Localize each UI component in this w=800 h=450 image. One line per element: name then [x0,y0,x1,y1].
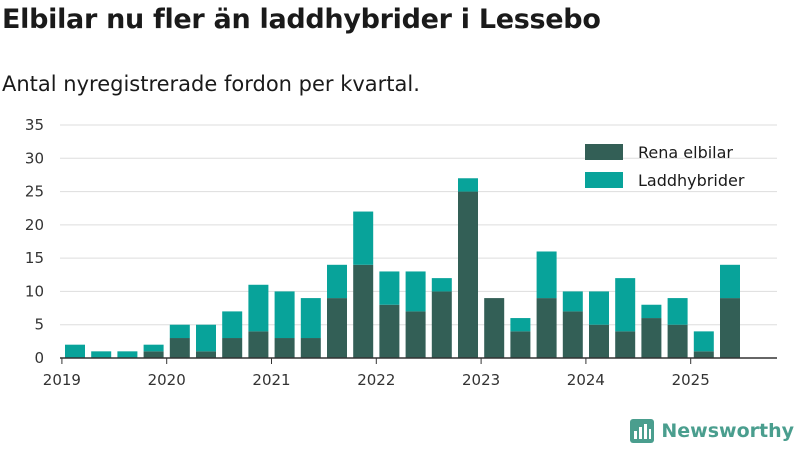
y-axis-labels: 0 5 10 15 20 25 30 35 [25,116,44,367]
x-tick-label: 2023 [462,371,500,389]
x-tick-label: 2022 [357,371,395,389]
bar-rena-elbilar [248,331,269,358]
y-tick-label: 10 [25,282,44,300]
bar-rena-elbilar [353,264,374,358]
x-tick-label: 2025 [672,371,710,389]
bar-rena-elbilar [458,191,478,358]
chart-title: Elbilar nu fler än laddhybrider i Lesseb… [2,4,601,35]
y-tick-label: 15 [25,249,44,267]
y-tick-label: 30 [25,149,44,167]
bar-rena-elbilar [589,324,609,358]
bar-laddhybrider [300,298,321,339]
y-tick-label: 35 [25,116,44,134]
chart-subtitle: Antal nyregistrerade fordon per kvartal. [2,72,420,96]
bar-laddhybrider [720,264,740,299]
bar-laddhybrider [562,291,583,312]
bar-rena-elbilar [405,311,426,358]
bar-rena-elbilar [379,304,400,358]
bar-laddhybrider [169,324,190,339]
bar-rena-elbilar [693,351,714,358]
bar-rena-elbilar [169,338,190,358]
bar-rena-elbilar [641,318,662,358]
bar-laddhybrider [458,178,478,192]
bar-laddhybrider [65,344,85,358]
newsworthy-logo-icon [630,419,655,443]
bar-laddhybrider [143,344,164,352]
bar-rena-elbilar [484,298,505,358]
bar-laddhybrider [379,271,400,305]
newsworthy-logo-text: Newsworthy [661,420,794,442]
x-tick-label: 2019 [43,371,81,389]
bar-laddhybrider [536,251,557,299]
bar-rena-elbilar [222,338,243,358]
y-tick-label: 5 [34,316,44,334]
bar-laddhybrider [274,291,295,339]
bar-rena-elbilar [667,324,688,358]
bar-rena-elbilar [431,291,452,358]
bar-laddhybrider [222,311,243,339]
x-axis: 2019 2020 2021 2022 2023 2024 2025 [43,357,777,389]
bar-rena-elbilar [196,351,216,358]
newsworthy-logo: Newsworthy [629,418,794,444]
bar-laddhybrider [589,291,609,325]
bar-laddhybrider [91,351,112,358]
bar-laddhybrider [510,318,531,332]
bar-laddhybrider [196,324,216,352]
x-tick-label: 2021 [252,371,290,389]
bar-laddhybrider [117,351,138,358]
bar-laddhybrider [615,278,636,332]
bar-rena-elbilar [300,338,321,358]
bar-rena-elbilar [536,298,557,358]
bar-rena-elbilar [562,311,583,358]
bar-laddhybrider [641,304,662,319]
y-tick-label: 25 [25,183,44,201]
x-tick-label: 2020 [148,371,186,389]
bar-rena-elbilar [274,338,295,358]
legend-swatch-laddhybrider [585,172,623,188]
bar-rena-elbilar [510,331,531,358]
x-tick-label: 2024 [567,371,605,389]
bar-laddhybrider [327,264,347,299]
bar-laddhybrider [693,331,714,352]
bar-rena-elbilar [720,298,740,358]
bar-rena-elbilar [143,351,164,358]
y-tick-label: 20 [25,216,44,234]
legend: Rena elbilar Laddhybrider [585,143,745,190]
bar-laddhybrider [248,284,269,332]
bar-laddhybrider [405,271,426,312]
bar-laddhybrider [431,278,452,292]
bar-laddhybrider [667,298,688,325]
legend-swatch-rena-elbilar [585,144,623,160]
bar-laddhybrider [353,211,374,265]
bars [65,178,740,358]
bar-rena-elbilar [615,331,636,358]
legend-label-laddhybrider: Laddhybrider [638,171,745,190]
legend-label-rena-elbilar: Rena elbilar [638,143,733,162]
bar-rena-elbilar [327,298,347,358]
y-tick-label: 0 [34,349,44,367]
